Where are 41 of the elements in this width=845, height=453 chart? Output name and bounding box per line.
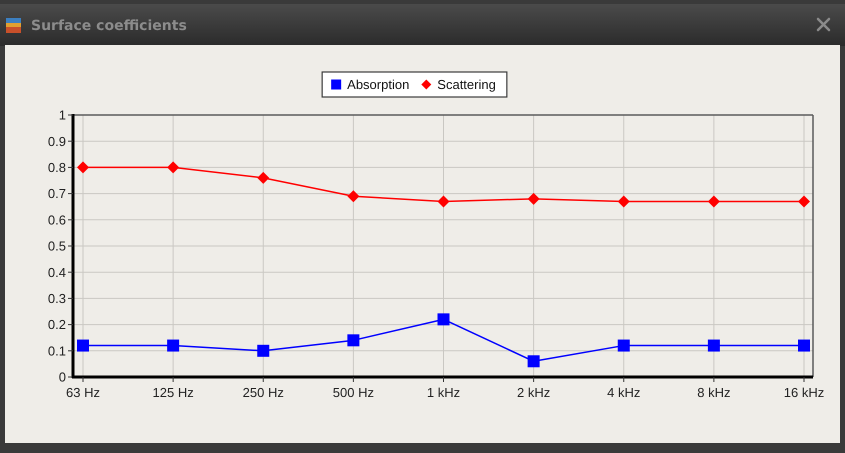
point	[798, 195, 810, 208]
y-tick-label: 0.4	[48, 264, 66, 280]
chart-title: Surface coefficients	[31, 18, 187, 34]
y-tick-label: 0.8	[48, 160, 66, 175]
legend-label: Absorption	[347, 77, 410, 92]
point	[77, 161, 89, 174]
y-tick-label: 0.2	[48, 317, 66, 332]
point	[257, 344, 270, 357]
y-tick-label: 0.7	[48, 186, 66, 202]
point	[618, 340, 630, 352]
y-tick-label: 0.5	[48, 238, 66, 254]
point	[438, 313, 450, 326]
x-tick-label: 1 kHz	[426, 385, 460, 400]
point	[708, 195, 720, 208]
point	[708, 340, 720, 352]
point	[77, 340, 89, 352]
y-tick-label: 0.3	[48, 290, 66, 306]
x-tick-label: 125 Hz	[152, 385, 194, 400]
y-tick-label: 0.6	[48, 212, 66, 228]
y-tick-label: 0	[58, 370, 66, 385]
x-tick-label: 500 Hz	[332, 385, 374, 400]
x-tick-label: 8 kHz	[697, 385, 730, 400]
point	[167, 161, 180, 174]
point	[438, 195, 450, 208]
point	[167, 340, 180, 352]
x-tick-label: 4 kHz	[607, 385, 640, 400]
y-tick-label: 0.1	[48, 343, 66, 358]
point	[347, 334, 360, 346]
y-tick-label: 0.9	[48, 134, 66, 149]
point	[798, 340, 810, 352]
x-tick-label: 250 Hz	[242, 385, 284, 400]
point	[528, 355, 540, 368]
x-tick-label: 16 kHz	[784, 385, 824, 400]
point	[347, 190, 360, 202]
x-tick-label: 2 kHz	[517, 385, 550, 400]
y-tick-label: 1	[58, 108, 66, 123]
point	[618, 195, 630, 208]
point	[528, 192, 540, 205]
point	[257, 172, 270, 184]
x-tick-label: 63 Hz	[66, 385, 100, 400]
legend-label: Scattering	[437, 77, 496, 92]
